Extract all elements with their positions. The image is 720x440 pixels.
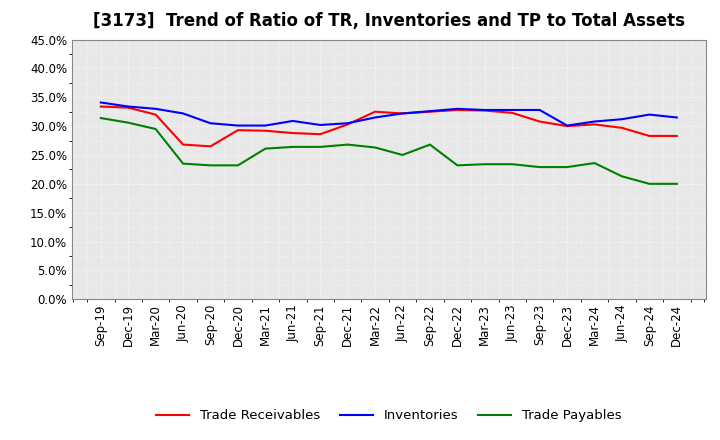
Trade Payables xyxy=(508,161,516,167)
Trade Payables xyxy=(179,161,187,166)
Inventories xyxy=(563,123,572,128)
Trade Receivables xyxy=(316,132,325,137)
Trade Receivables xyxy=(453,107,462,113)
Trade Receivables xyxy=(179,142,187,147)
Line: Inventories: Inventories xyxy=(101,103,677,125)
Inventories xyxy=(590,119,599,124)
Trade Payables xyxy=(371,145,379,150)
Trade Receivables xyxy=(124,105,132,110)
Trade Receivables xyxy=(563,124,572,129)
Trade Receivables xyxy=(343,122,352,127)
Inventories xyxy=(371,115,379,120)
Line: Trade Receivables: Trade Receivables xyxy=(101,106,677,147)
Inventories xyxy=(179,111,187,116)
Inventories xyxy=(618,117,626,122)
Inventories xyxy=(426,109,434,114)
Inventories xyxy=(343,121,352,126)
Inventories xyxy=(672,115,681,120)
Inventories xyxy=(151,106,160,111)
Trade Receivables xyxy=(672,133,681,139)
Trade Payables xyxy=(124,120,132,125)
Trade Payables xyxy=(151,126,160,132)
Inventories xyxy=(453,106,462,111)
Trade Payables xyxy=(672,181,681,187)
Trade Payables xyxy=(590,161,599,166)
Trade Receivables xyxy=(261,128,270,133)
Trade Receivables xyxy=(426,109,434,114)
Trade Receivables xyxy=(233,128,242,133)
Inventories xyxy=(398,111,407,116)
Trade Receivables xyxy=(618,125,626,131)
Trade Receivables xyxy=(480,108,489,113)
Trade Receivables xyxy=(96,104,105,109)
Inventories xyxy=(96,100,105,105)
Trade Receivables xyxy=(508,110,516,116)
Trade Payables xyxy=(563,165,572,170)
Inventories xyxy=(536,107,544,113)
Trade Payables xyxy=(426,142,434,147)
Trade Payables xyxy=(261,146,270,151)
Trade Payables xyxy=(343,142,352,147)
Trade Receivables xyxy=(289,130,297,136)
Inventories xyxy=(124,104,132,109)
Trade Payables xyxy=(233,163,242,168)
Inventories xyxy=(645,112,654,117)
Trade Receivables xyxy=(206,144,215,149)
Trade Receivables xyxy=(536,119,544,124)
Trade Receivables xyxy=(398,111,407,116)
Inventories xyxy=(508,107,516,113)
Trade Payables xyxy=(316,144,325,150)
Trade Payables xyxy=(289,144,297,150)
Trade Receivables xyxy=(645,133,654,139)
Trade Payables xyxy=(453,163,462,168)
Inventories xyxy=(233,123,242,128)
Trade Receivables xyxy=(590,122,599,127)
Legend: Trade Receivables, Inventories, Trade Payables: Trade Receivables, Inventories, Trade Pa… xyxy=(151,404,626,428)
Trade Payables xyxy=(206,163,215,168)
Inventories xyxy=(289,118,297,124)
Title: [3173]  Trend of Ratio of TR, Inventories and TP to Total Assets: [3173] Trend of Ratio of TR, Inventories… xyxy=(93,12,685,30)
Trade Payables xyxy=(536,165,544,170)
Line: Trade Payables: Trade Payables xyxy=(101,118,677,184)
Trade Receivables xyxy=(371,109,379,114)
Trade Payables xyxy=(645,181,654,187)
Inventories xyxy=(316,122,325,128)
Inventories xyxy=(206,121,215,126)
Trade Payables xyxy=(398,152,407,158)
Trade Payables xyxy=(480,161,489,167)
Trade Receivables xyxy=(151,112,160,117)
Trade Payables xyxy=(618,174,626,179)
Inventories xyxy=(261,123,270,128)
Inventories xyxy=(480,107,489,113)
Trade Payables xyxy=(96,115,105,121)
